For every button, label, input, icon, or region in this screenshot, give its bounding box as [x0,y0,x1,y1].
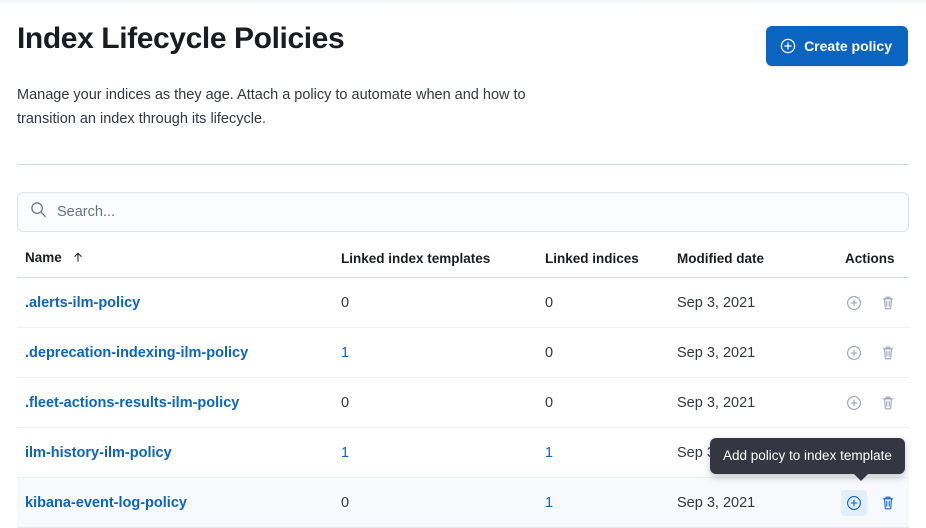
cell-linked-indices: 1 [545,477,677,528]
linked-index-templates-link[interactable]: 1 [341,444,350,461]
page-header: Index Lifecycle Policies Create policy [17,6,909,66]
table-row[interactable]: .fleet-actions-results-ilm-policy 0 0 Sep 3… [17,377,909,428]
add-policy-to-index-template-button[interactable] [841,390,867,416]
trash-icon [880,295,896,311]
cell-linked-index-templates: 1 [341,327,545,378]
create-policy-button-label: Create policy [804,38,892,54]
table-row[interactable]: .deprecation-indexing-ilm-policy 1 0 Sep 3,… [17,327,909,378]
add-policy-to-index-template-button[interactable] [841,489,867,516]
row-actions [841,489,909,516]
cell-linked-indices: 0 [545,377,677,428]
policy-name-link[interactable]: .fleet-actions-results-ilm-policy [25,394,240,411]
create-policy-button[interactable]: Create policy [766,26,908,66]
linked-index-templates-value: 0 [341,294,350,311]
column-header-name[interactable]: Name [17,250,341,278]
plus-in-circle-icon [846,295,862,311]
cell-policy-name: ilm-history-ilm-policy [17,427,341,478]
search-area [17,192,909,232]
plus-in-circle-icon [846,395,862,411]
policy-name-link[interactable]: .alerts-ilm-policy [25,294,141,311]
cell-policy-name: .fleet-actions-results-ilm-policy [17,377,341,428]
page-content: Index Lifecycle Policies Create policy M… [17,6,909,528]
cell-modified-date: Sep 3, 2021 [677,277,829,328]
cell-actions [829,277,909,328]
window-top-edge [0,0,926,6]
column-header-actions-label: Actions [845,251,895,266]
policy-name-link[interactable]: ilm-history-ilm-policy [25,444,172,461]
cell-policy-name: .deprecation-indexing-ilm-policy [17,327,341,378]
cell-actions [829,477,909,528]
cell-linked-index-templates: 0 [341,477,545,528]
plus-in-circle-icon [846,495,862,511]
cell-linked-index-templates: 0 [341,377,545,428]
page-title: Index Lifecycle Policies [17,22,345,55]
row-actions [841,340,909,366]
ilm-policies-page: Index Lifecycle Policies Create policy M… [0,6,926,528]
cell-linked-index-templates: 0 [341,277,545,328]
trash-icon [880,495,896,511]
linked-index-templates-link[interactable]: 1 [341,344,350,361]
linked-index-templates-value: 0 [341,394,350,411]
delete-policy-button[interactable] [875,390,901,416]
column-header-modified-date[interactable]: Modified date [677,250,829,278]
table-row[interactable]: kibana-event-log-policy 0 1 Sep 3, 2021 [17,477,909,528]
cell-modified-date: Sep 3, 2021 [677,327,829,378]
add-policy-to-index-template-button[interactable] [841,340,867,366]
plus-in-circle-icon [846,345,862,361]
linked-indices-value: 0 [545,294,554,311]
header-divider [17,164,909,165]
add-policy-tooltip-text: Add policy to index template [723,448,892,463]
plus-in-circle-icon [780,38,796,54]
search-box[interactable] [17,192,909,232]
modified-date-value: Sep 3, 2021 [677,494,756,511]
cell-linked-indices: 1 [545,427,677,478]
cell-policy-name: .alerts-ilm-policy [17,277,341,328]
linked-indices-link[interactable]: 1 [545,494,554,511]
modified-date-value: Sep 3, 2021 [677,344,756,361]
row-actions [841,290,909,316]
linked-indices-value: 0 [545,344,554,361]
modified-date-value: Sep 3, 2021 [677,394,756,411]
delete-policy-button[interactable] [875,340,901,366]
column-header-modified-date-label: Modified date [677,251,764,266]
delete-policy-button[interactable] [875,290,901,316]
cell-linked-indices: 0 [545,277,677,328]
add-policy-tooltip: Add policy to index template [710,438,905,481]
trash-icon [880,345,896,361]
sort-arrow-up-icon [72,251,84,266]
column-header-linked-index-templates[interactable]: Linked index templates [341,250,545,278]
linked-indices-value: 0 [545,394,554,411]
column-header-linked-index-templates-label: Linked index templates [341,251,491,266]
row-actions [841,390,909,416]
table-row[interactable]: .alerts-ilm-policy 0 0 Sep 3, 2021 [17,277,909,328]
linked-index-templates-value: 0 [341,494,350,511]
add-policy-to-index-template-button[interactable] [841,290,867,316]
page-description: Manage your indices as they age. Attach … [17,87,526,127]
modified-date-value: Sep 3, 2021 [677,294,756,311]
table-body: .alerts-ilm-policy 0 0 Sep 3, 2021 .deprecat… [17,277,909,528]
linked-indices-link[interactable]: 1 [545,444,554,461]
cell-modified-date: Sep 3, 2021 [677,377,829,428]
column-header-linked-indices-label: Linked indices [545,251,639,266]
column-header-actions: Actions [829,250,909,278]
cell-policy-name: kibana-event-log-policy [17,477,341,528]
cell-modified-date: Sep 3, 2021 [677,477,829,528]
table-head: Name Linked index templates Linked indic… [17,250,909,278]
cell-actions [829,377,909,428]
policy-name-link[interactable]: .deprecation-indexing-ilm-policy [25,344,249,361]
column-header-name-label: Name [25,250,62,265]
policy-name-link[interactable]: kibana-event-log-policy [25,494,187,511]
cell-linked-index-templates: 1 [341,427,545,478]
trash-icon [880,395,896,411]
column-header-linked-indices[interactable]: Linked indices [545,250,677,278]
table-header-row: Name Linked index templates Linked indic… [17,250,909,278]
delete-policy-button[interactable] [875,490,901,516]
search-icon [30,201,47,223]
search-input[interactable] [57,194,908,230]
policies-table: Name Linked index templates Linked indic… [17,250,909,528]
cell-actions [829,327,909,378]
cell-linked-indices: 0 [545,327,677,378]
